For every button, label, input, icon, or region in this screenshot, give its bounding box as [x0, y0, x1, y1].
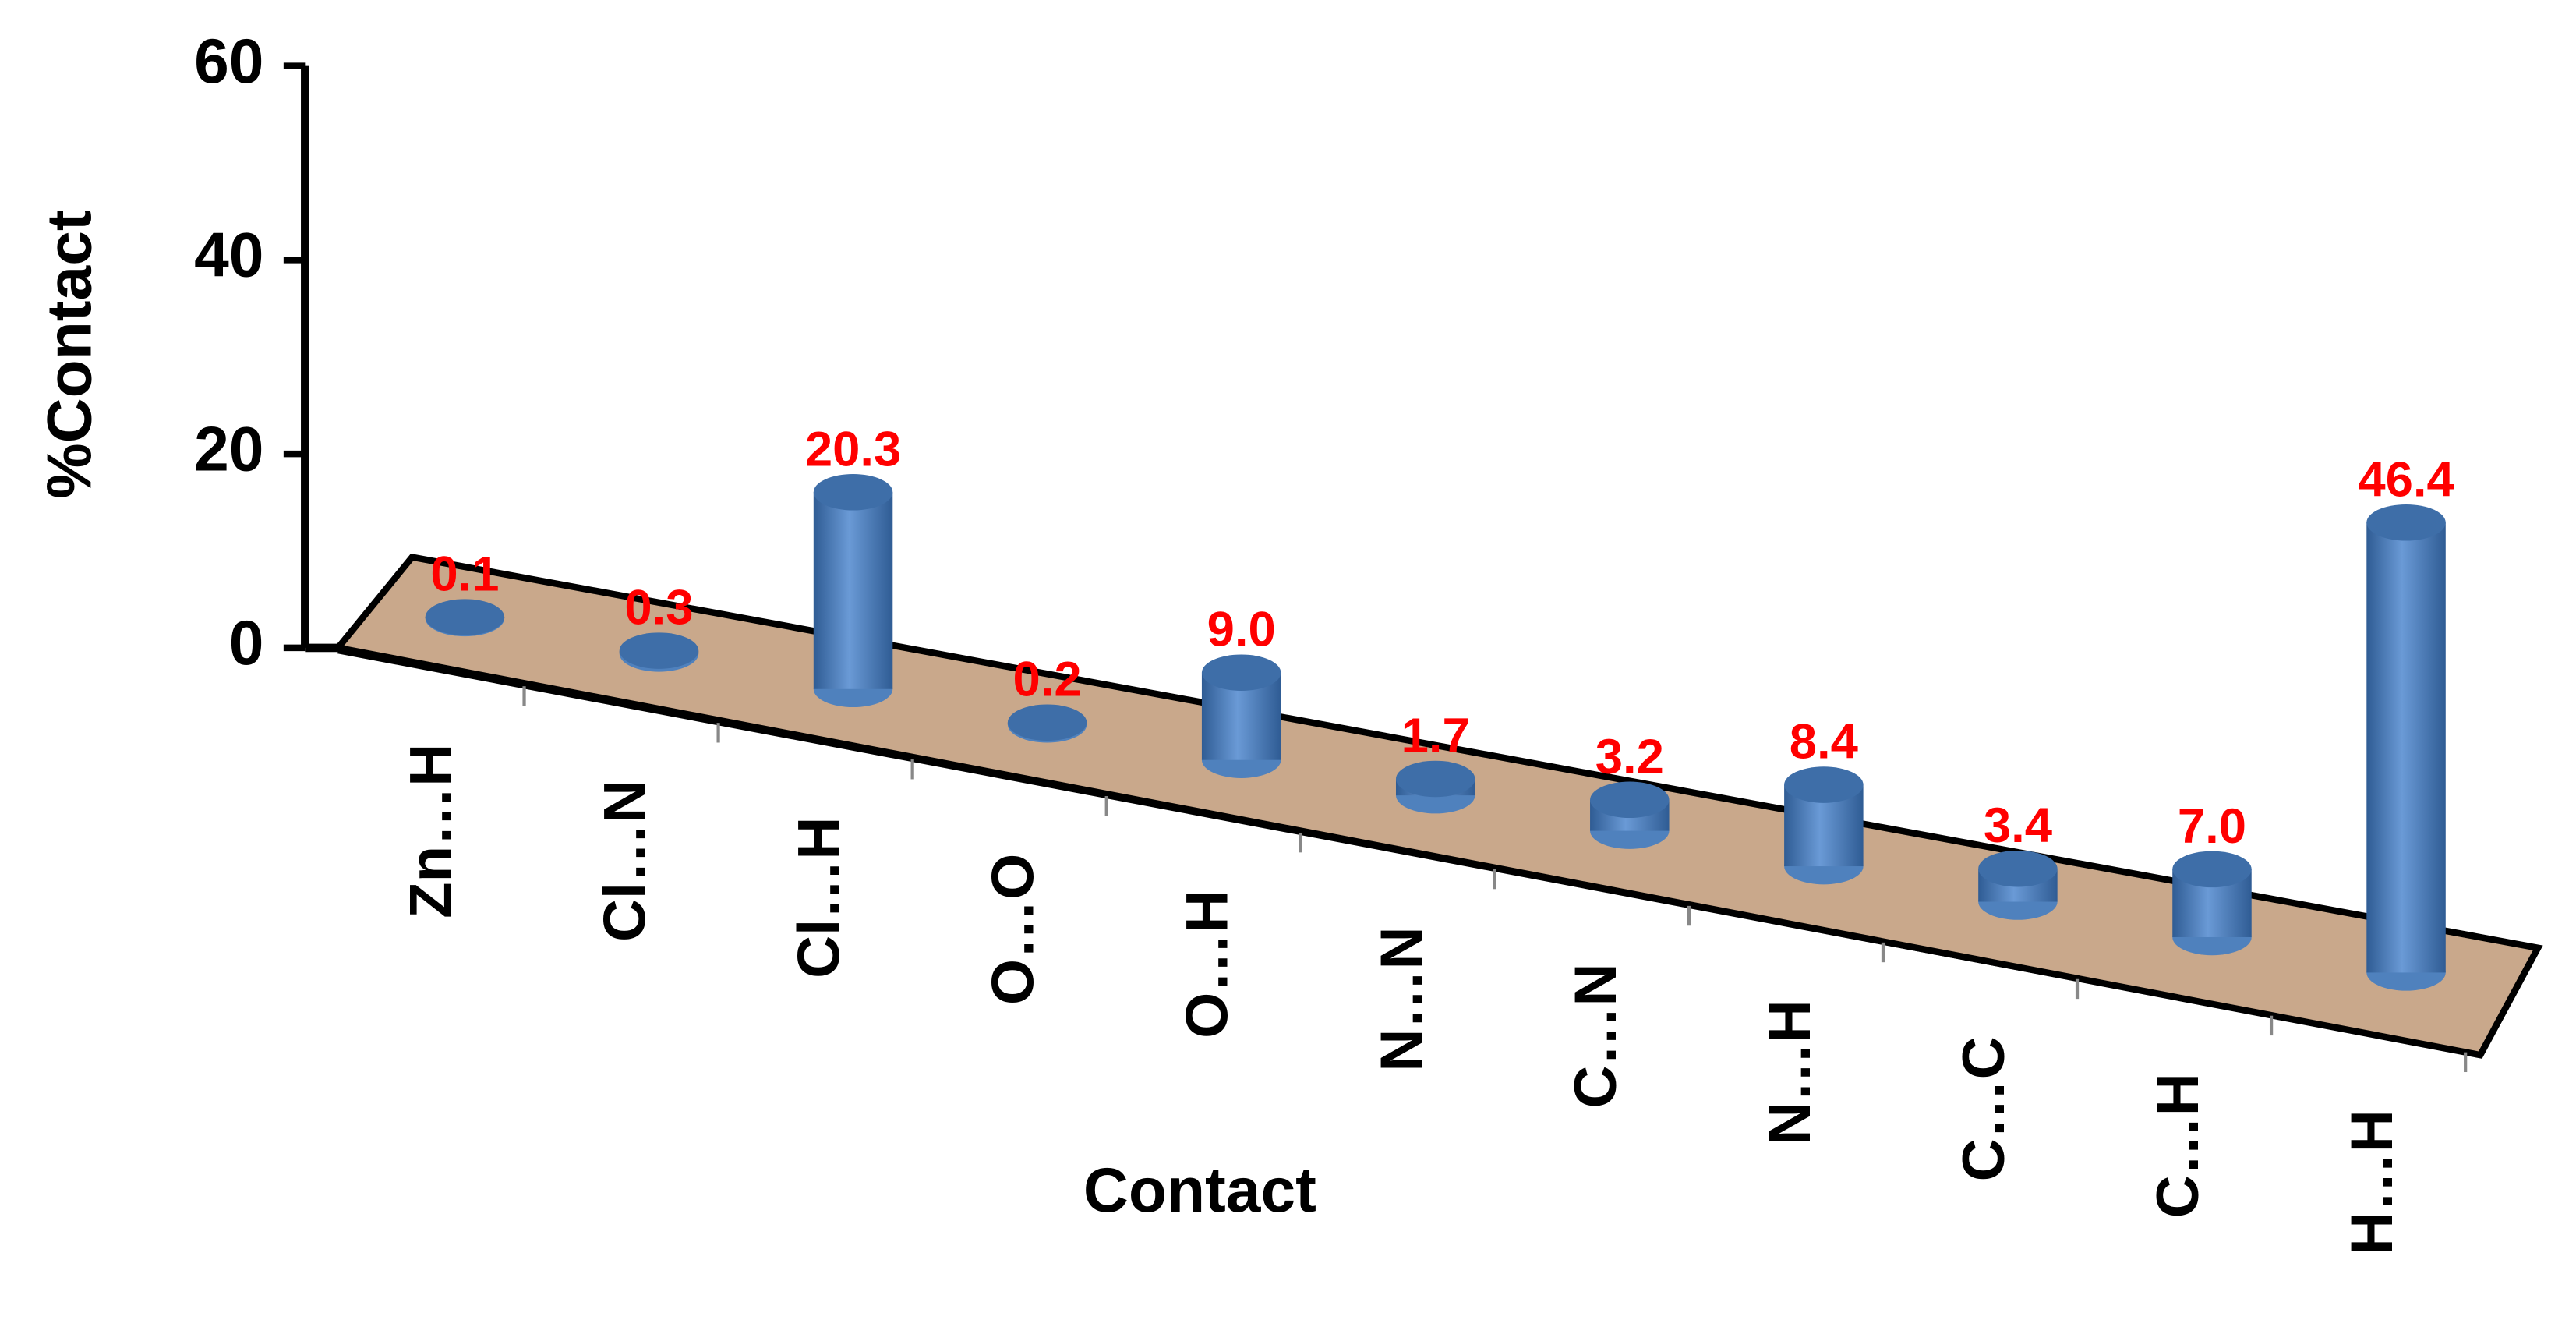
x-tick-label: C…H	[2145, 1073, 2211, 1218]
bar-top	[1201, 654, 1281, 691]
value-label: 8.4	[1790, 715, 1858, 770]
value-label: 7.0	[2178, 799, 2246, 854]
bar-body	[813, 492, 893, 689]
bar-top	[2366, 504, 2446, 541]
x-axis-title: Contact	[1083, 1155, 1316, 1226]
value-label: 20.3	[805, 422, 901, 476]
x-tick-label: O…O	[981, 854, 1047, 1006]
y-tick-label: 0	[229, 608, 264, 678]
y-tick-label: 20	[194, 414, 263, 484]
bar-top	[619, 632, 699, 669]
value-label: 3.4	[1984, 798, 2052, 853]
value-label: 3.2	[1595, 730, 1664, 784]
bar-top	[1590, 781, 1670, 819]
bar-body	[2366, 522, 2446, 973]
value-label: 0.3	[624, 581, 693, 635]
x-tick-label: C…C	[1951, 1036, 2017, 1181]
bar-top	[813, 474, 893, 511]
x-tick-label: N…H	[1757, 1000, 1823, 1145]
x-tick-label: Zn…H	[398, 744, 464, 918]
bar-top	[1784, 766, 1864, 803]
x-tick-label: H…H	[2339, 1109, 2405, 1254]
x-tick-label: C…N	[1563, 963, 1629, 1108]
bar-top	[1978, 850, 2058, 887]
value-label: 0.1	[430, 547, 499, 602]
x-tick-label: Cl…N	[592, 780, 659, 942]
x-axis	[337, 649, 2481, 1058]
x-tick-label: N…N	[1369, 927, 1435, 1072]
y-axis-title: %Contact	[35, 210, 105, 498]
y-tick-label: 60	[194, 27, 263, 97]
value-label: 9.0	[1207, 603, 1276, 657]
bar-top	[425, 599, 505, 635]
bar-top	[1007, 704, 1087, 741]
value-label: 46.4	[2358, 452, 2454, 507]
value-label: 1.7	[1401, 709, 1470, 763]
bar-top	[2172, 851, 2252, 888]
y-tick-label: 40	[194, 221, 263, 291]
x-tick-label: Cl…H	[786, 817, 853, 978]
x-tick-label: O…H	[1175, 890, 1241, 1039]
value-label: 0.2	[1013, 653, 1082, 707]
bar-top	[1395, 760, 1475, 798]
